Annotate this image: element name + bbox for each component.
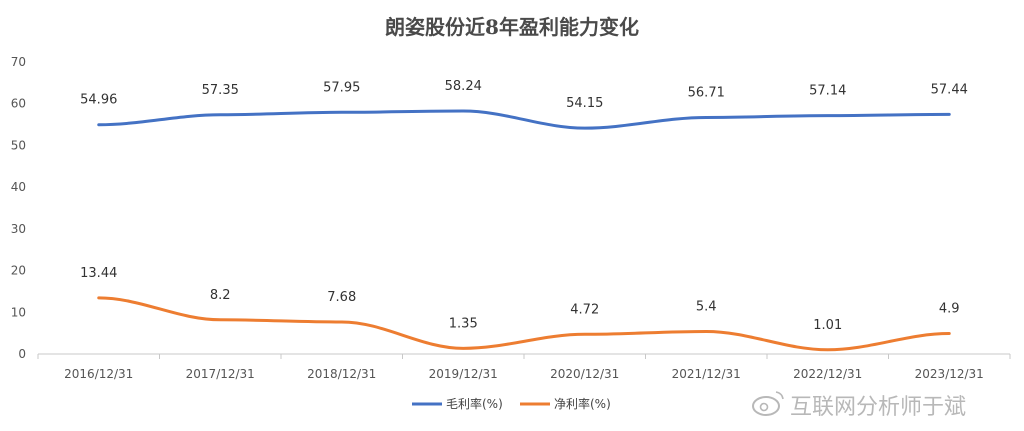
data-label: 56.71	[688, 85, 725, 100]
y-tick-label: 50	[11, 138, 26, 152]
x-tick-label: 2021/12/31	[672, 367, 741, 381]
y-axis: 0 10 20 30 40 50 60 70	[11, 55, 26, 361]
data-label: 8.2	[210, 288, 231, 303]
series-group: 54.96 57.35 57.95 58.24 54.15 56.71 57.14 57.44…	[80, 79, 968, 352]
data-label: 54.15	[566, 96, 603, 111]
legend: 毛利率(%) 净利率(%)	[412, 396, 611, 411]
data-label: 57.14	[809, 84, 846, 99]
legend-label: 毛利率(%)	[446, 396, 503, 411]
y-tick-label: 0	[18, 347, 26, 361]
data-label: 1.35	[449, 316, 478, 331]
chart-title: 朗姿股份近8年盈利能力变化	[385, 15, 639, 39]
y-tick-label: 20	[11, 264, 26, 278]
watermark-text: 互联网分析师于斌	[790, 395, 966, 420]
series-line-2	[97, 296, 951, 352]
data-label: 13.44	[80, 266, 117, 281]
x-tick-label: 2020/12/31	[550, 367, 619, 381]
x-axis: 2016/12/31 2017/12/31 2018/12/31 2019/12/31…	[37, 353, 1011, 381]
x-tick-label: 2022/12/31	[793, 367, 862, 381]
series-line-1	[97, 109, 951, 130]
x-tick-label: 2018/12/31	[307, 367, 376, 381]
data-label: 54.96	[80, 93, 117, 108]
data-label: 7.68	[327, 290, 356, 305]
x-tick-label: 2017/12/31	[186, 367, 255, 381]
y-tick-label: 40	[11, 180, 26, 194]
legend-label: 净利率(%)	[554, 396, 611, 411]
data-label: 4.72	[570, 302, 599, 317]
data-label: 1.01	[813, 318, 842, 333]
x-tick-label: 2019/12/31	[429, 367, 498, 381]
x-tick-label: 2016/12/31	[64, 367, 133, 381]
data-label: 57.44	[931, 82, 968, 97]
data-label: 58.24	[445, 79, 482, 94]
data-label: 57.95	[323, 80, 360, 95]
weibo-icon	[752, 391, 784, 416]
watermark: 互联网分析师于斌	[752, 391, 966, 420]
y-tick-label: 60	[11, 97, 26, 111]
y-tick-label: 10	[11, 305, 26, 319]
data-label: 4.9	[939, 302, 960, 317]
x-tick-label: 2023/12/31	[915, 367, 984, 381]
data-label: 57.35	[202, 83, 239, 98]
data-label: 5.4	[696, 299, 717, 314]
y-tick-label: 70	[11, 55, 26, 69]
y-tick-label: 30	[11, 222, 26, 236]
